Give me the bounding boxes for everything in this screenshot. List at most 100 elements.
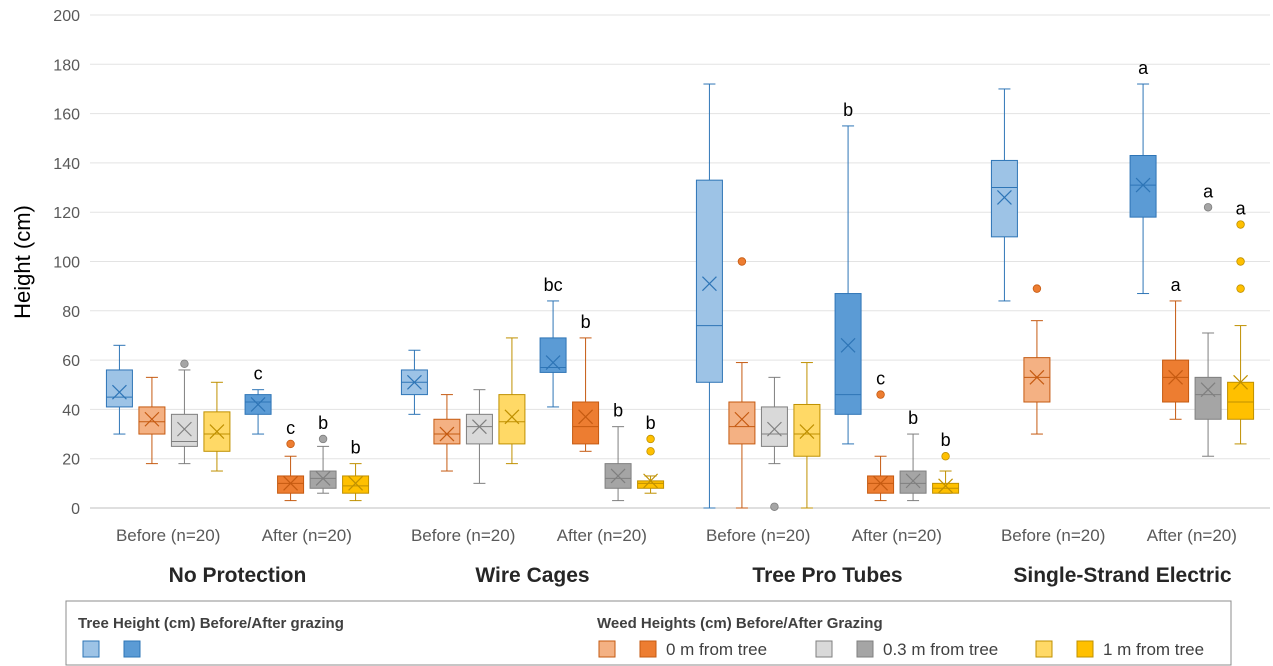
mean-marker [144, 411, 160, 427]
significance-label: b [318, 413, 328, 433]
significance-label: b [351, 438, 361, 458]
box-iqr [498, 394, 526, 445]
box-iqr [728, 401, 756, 445]
group-label: Wire Cages [475, 564, 589, 587]
legend-swatch-weed_0-before [598, 640, 616, 658]
y-tick-label: 140 [53, 156, 80, 173]
box-iqr [1162, 359, 1190, 403]
box-iqr [539, 337, 567, 373]
outlier-point [646, 447, 655, 456]
mean-marker [545, 355, 561, 370]
mean-marker [938, 478, 953, 494]
box-weed_03-before [170, 359, 198, 465]
legend-swatch-weed_1-after [1076, 640, 1094, 658]
box-iqr [105, 369, 133, 408]
box-tree-before [695, 83, 723, 509]
y-tick-label: 160 [53, 107, 80, 124]
box-tree-before [105, 344, 133, 435]
box-iqr [342, 475, 370, 494]
y-tick-label: 40 [62, 402, 80, 419]
legend-swatch-weed_03-before [815, 640, 833, 658]
box-iqr [1023, 357, 1051, 403]
box-iqr [277, 475, 305, 494]
outlier-point [180, 359, 189, 368]
box-iqr [695, 179, 723, 383]
outlier-point [646, 434, 655, 444]
mean-marker [799, 424, 815, 440]
box-iqr [760, 406, 788, 447]
box-tree-after: b [834, 100, 862, 445]
box-weed_0-after: c [277, 418, 305, 502]
timepoint-label: After (n=20) [1147, 526, 1237, 545]
significance-label: a [1171, 275, 1182, 295]
box-weed_1-after: b [932, 430, 960, 494]
box-weed_03-after: b [899, 408, 927, 502]
significance-label: b [581, 312, 591, 332]
mean-marker [905, 473, 921, 489]
significance-label: c [254, 364, 263, 384]
box-weed_1-before [498, 337, 526, 465]
box-iqr [990, 159, 1018, 238]
box-tree-before [400, 349, 428, 415]
legend-tree-title: Tree Height (cm) Before/After grazing [78, 615, 344, 632]
box-weed_03-before [760, 376, 788, 511]
outlier-point [876, 390, 885, 399]
gridlines [90, 14, 1270, 509]
outlier-point [1236, 257, 1245, 266]
legend-swatch-tree-before [82, 640, 100, 658]
mean-marker [610, 468, 626, 484]
box-weed_1-before [203, 381, 231, 472]
box-weed_1-after: b [342, 438, 370, 502]
significance-label: b [941, 430, 951, 450]
significance-label: a [1236, 199, 1247, 219]
box-iqr [637, 480, 665, 489]
legend-swatch-tree-after [123, 640, 141, 658]
significance-label: a [1138, 58, 1149, 78]
mean-marker [439, 426, 455, 442]
significance-label: c [286, 418, 295, 438]
outlier-point [737, 257, 747, 266]
box-weed_03-after: b [604, 401, 632, 502]
timepoint-label: Before (n=20) [1001, 526, 1105, 545]
mean-marker [209, 424, 225, 440]
box-iqr [1194, 376, 1222, 420]
timepoint-label: Before (n=20) [706, 526, 810, 545]
box-iqr [1227, 381, 1255, 420]
mean-marker [1029, 369, 1045, 385]
y-tick-label: 80 [62, 304, 80, 321]
mean-marker [472, 419, 487, 435]
box-tree-after: c [244, 364, 272, 435]
box-weed_0-after: b [572, 312, 600, 452]
legend-swatch-weed_03-after [856, 640, 874, 658]
box-iqr [309, 470, 337, 489]
mean-marker [643, 473, 658, 489]
y-tick-label: 120 [53, 205, 80, 222]
outlier-point [1032, 284, 1042, 293]
mean-marker [112, 384, 127, 400]
mean-marker [177, 421, 192, 437]
legend-swatch-weed_1-before [1035, 640, 1053, 658]
y-tick-label: 60 [62, 353, 80, 370]
outlier-point [318, 434, 328, 444]
outlier-point [1236, 284, 1245, 293]
y-axis-ticks: 0 20 40 60 80 100 120 140 160 180 200 [53, 8, 80, 518]
box-iqr [433, 418, 461, 445]
box-weed_0-before [138, 376, 166, 465]
mean-marker [1233, 374, 1248, 390]
box-iqr [899, 470, 927, 494]
significance-label: b [613, 401, 623, 421]
box-iqr [867, 475, 895, 494]
mean-marker [315, 470, 331, 486]
mean-marker [348, 475, 363, 491]
outlier-point [941, 452, 950, 461]
outlier-point [1203, 203, 1213, 212]
group-label: Single-Strand Electric [1013, 564, 1232, 587]
mean-marker [1135, 177, 1151, 193]
box-iqr [138, 406, 166, 435]
box-weed_1-after: b [637, 413, 665, 494]
mean-marker [578, 409, 593, 425]
mean-marker [734, 411, 750, 427]
y-axis-label: Height (cm) [10, 205, 35, 319]
